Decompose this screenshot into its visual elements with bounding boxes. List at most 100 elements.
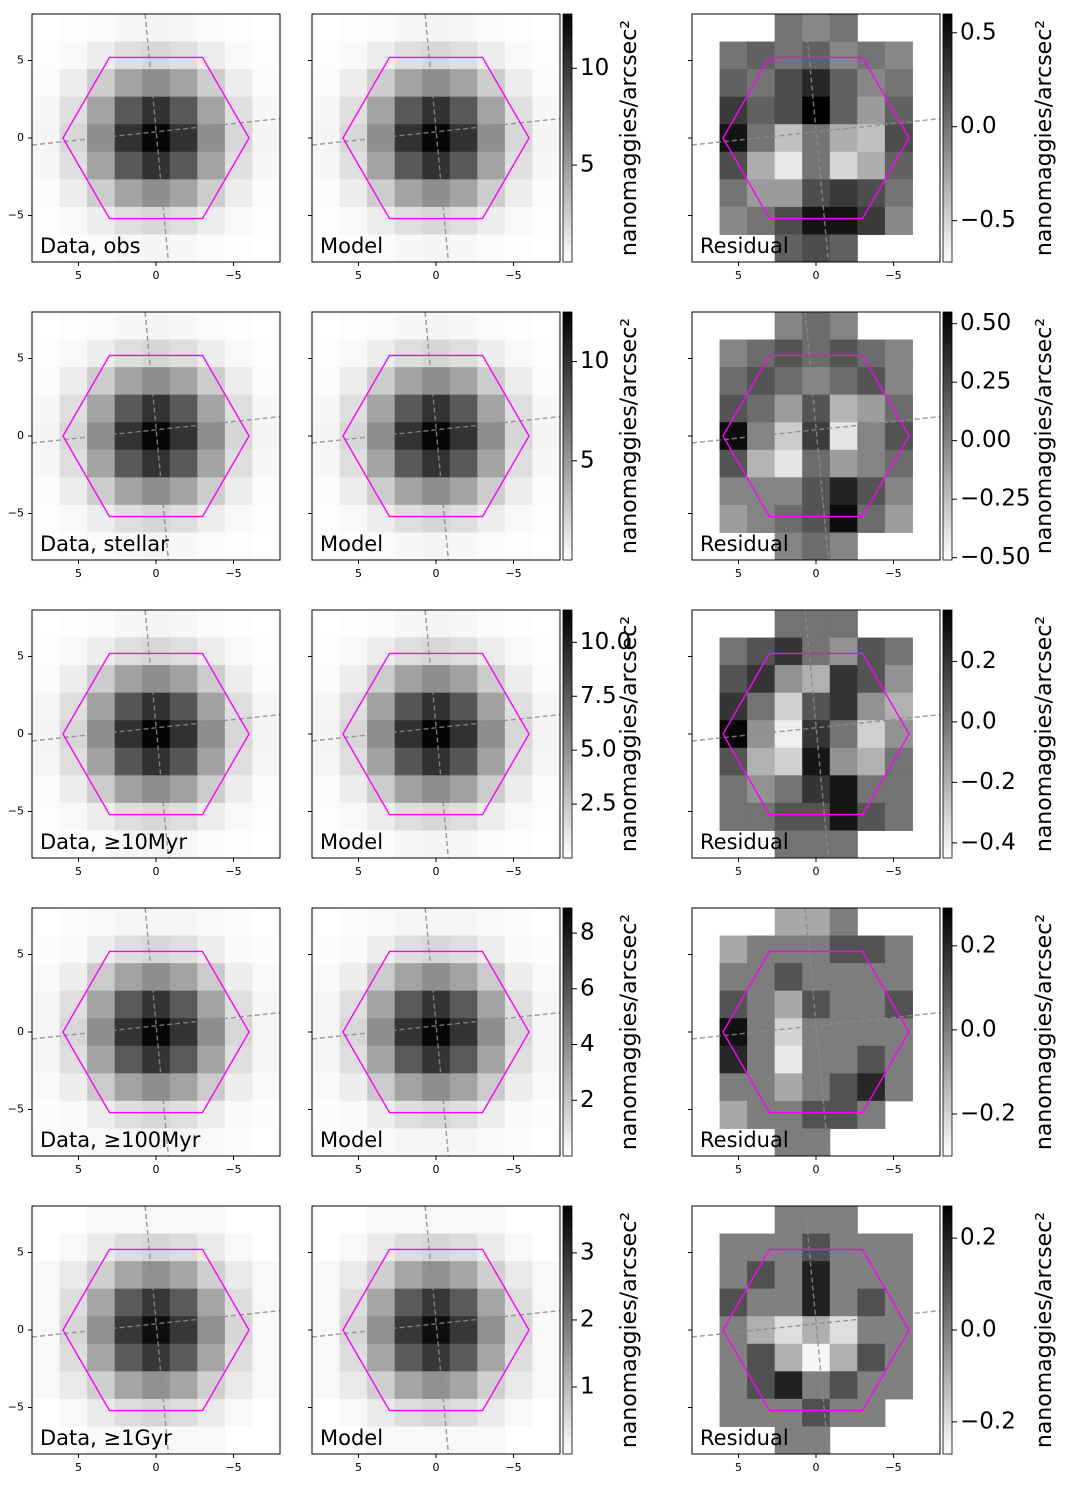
heatmap-cell	[197, 990, 226, 1019]
heatmap-cell	[224, 908, 253, 937]
heatmap-cell	[224, 14, 253, 43]
heatmap-cell	[312, 312, 341, 341]
heatmap-cell	[857, 1316, 886, 1345]
heatmap-cell	[312, 1128, 341, 1156]
y-tick-label: 0	[17, 727, 24, 740]
axis-guide	[691, 713, 941, 742]
heatmap-cell	[857, 422, 886, 451]
heatmap-cell	[504, 802, 533, 831]
heatmap-cell	[32, 449, 61, 478]
heatmap-cell	[857, 1288, 886, 1317]
heatmap-cell	[312, 394, 341, 423]
heatmap-cell	[312, 1261, 341, 1290]
heatmap-cell	[252, 1233, 280, 1262]
heatmap-cell	[774, 830, 803, 858]
heatmap-cell	[747, 206, 776, 235]
heatmap-cell	[252, 179, 280, 208]
heatmap-cell	[422, 339, 451, 368]
heatmap-cell	[774, 477, 803, 506]
heatmap-cell	[312, 1398, 341, 1427]
heatmap-cell	[449, 963, 478, 992]
heatmap-cell	[394, 830, 423, 858]
heatmap-cell	[197, 234, 226, 262]
heatmap-cell	[774, 802, 803, 831]
heatmap-cell	[884, 367, 913, 396]
heatmap-cell	[802, 1371, 831, 1400]
heatmap-cell	[802, 610, 831, 639]
heatmap-cell	[394, 394, 423, 423]
heatmap-cell	[367, 367, 396, 396]
axis-guide	[311, 1011, 561, 1040]
heatmap-cell	[87, 990, 116, 1019]
heatmap-cell	[394, 637, 423, 666]
heatmap-cell	[802, 1045, 831, 1074]
heatmap-cell	[829, 394, 858, 423]
heatmap-cell	[224, 532, 253, 560]
colorbar-label: nanomaggies/arcsec²	[1032, 616, 1057, 852]
colorbar-tick-label: 0.0	[960, 1317, 997, 1343]
heatmap-cell	[169, 1343, 198, 1372]
heatmap-cell	[142, 908, 171, 937]
heatmap-cell	[504, 1371, 533, 1400]
heatmap-cell	[87, 1100, 116, 1129]
heatmap-cell	[449, 234, 478, 262]
y-tick-label: 0	[17, 429, 24, 442]
heatmap-cell	[802, 908, 831, 937]
heatmap-cell	[87, 1261, 116, 1290]
heatmap-cell	[224, 339, 253, 368]
heatmap-cell	[312, 990, 341, 1019]
heatmap-cell	[422, 1233, 451, 1262]
heatmap-cell	[774, 339, 803, 368]
heatmap-cell	[32, 532, 61, 560]
heatmap-cell	[719, 1018, 748, 1047]
heatmap-cell	[774, 747, 803, 776]
heatmap-cell	[774, 692, 803, 721]
heatmap-cell	[477, 935, 506, 964]
heatmap-cell	[394, 908, 423, 937]
heatmap-cell	[114, 720, 143, 749]
heatmap-cell	[477, 124, 506, 153]
heatmap-cell	[532, 367, 560, 396]
heatmap-cell	[884, 69, 913, 98]
heatmap-cell	[774, 665, 803, 694]
heatmap-cell	[367, 151, 396, 180]
heatmap-cell	[532, 532, 560, 560]
heatmap-cell	[197, 312, 226, 341]
heatmap-cell	[532, 1045, 560, 1074]
heatmap-cell	[87, 1128, 116, 1156]
heatmap-cell	[59, 775, 88, 804]
x-tick-label: 0	[813, 567, 820, 580]
heatmap-cell	[829, 206, 858, 235]
heatmap-cell	[114, 1316, 143, 1345]
heatmap-cell	[774, 449, 803, 478]
panel-label: Data, ≥1Gyr	[40, 1426, 172, 1450]
heatmap-cell	[532, 1261, 560, 1290]
heatmap-cell	[504, 367, 533, 396]
colorbar-tick-label: 5.0	[580, 737, 617, 763]
heatmap-cell	[312, 802, 341, 831]
heatmap-cell	[747, 504, 776, 533]
heatmap-cell	[719, 367, 748, 396]
heatmap-cell	[114, 908, 143, 937]
heatmap-cell	[422, 1045, 451, 1074]
heatmap-cell	[477, 206, 506, 235]
heatmap-cell	[829, 234, 858, 262]
heatmap-cell	[169, 637, 198, 666]
heatmap-cell	[532, 830, 560, 858]
hexagon-footprint	[342, 950, 530, 1114]
colorbar-label: nanomaggies/arcsec²	[1032, 20, 1057, 256]
heatmap-cell	[774, 1073, 803, 1102]
heatmap-cell	[169, 692, 198, 721]
colorbar	[562, 1205, 573, 1455]
colorbar-tick-label: 0.0	[960, 1016, 997, 1042]
heatmap-cell	[857, 394, 886, 423]
heatmap-cell	[532, 339, 560, 368]
heatmap-cell	[169, 802, 198, 831]
colorbar-tick-label: 0.25	[960, 369, 1011, 395]
heatmap-cell	[504, 532, 533, 560]
heatmap-cell	[477, 1426, 506, 1454]
heatmap-cell	[32, 394, 61, 423]
heatmap-cell	[449, 908, 478, 937]
heatmap-cell	[224, 1398, 253, 1427]
heatmap-cell	[477, 1100, 506, 1129]
